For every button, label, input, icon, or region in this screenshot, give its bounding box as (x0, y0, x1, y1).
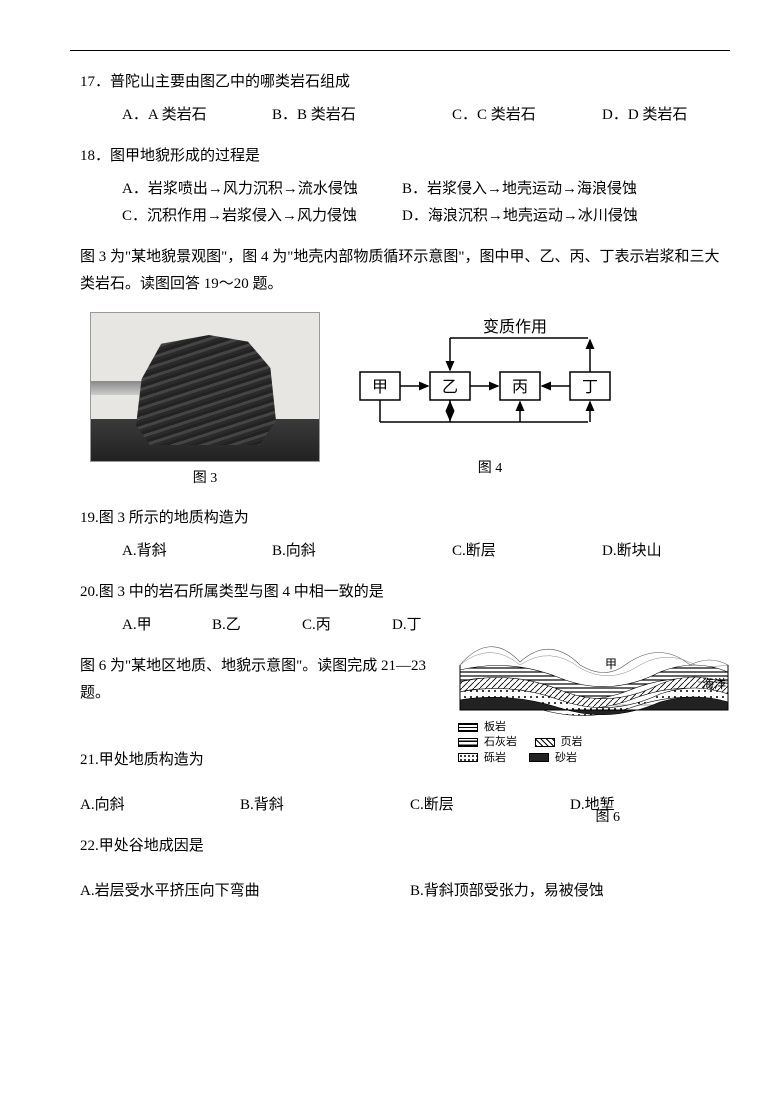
q17-opt-b: B．B 类岩石 (272, 102, 452, 129)
q20-opt-c: C.丙 (302, 612, 392, 639)
svg-text:甲: 甲 (605, 657, 617, 671)
rock-photo (90, 312, 320, 462)
q17-options: A．A 类岩石 B．B 类岩石 C．C 类岩石 D．D 类岩石 (80, 102, 720, 129)
q21-opt-c: C.断层 (410, 792, 570, 819)
cycle-diagram: 变质作用 甲 乙 丙 丁 (350, 312, 630, 452)
legend-shihuiyan: 石灰岩 (484, 735, 517, 749)
question-18: 18．图甲地貌形成的过程是 A．岩浆喷出→风力沉积→流水侵蚀 B．岩浆侵入→地壳… (80, 143, 720, 230)
q22-opt-b: B.背斜顶部受张力，易被侵蚀 (410, 878, 604, 905)
legend-yeyan: 页岩 (561, 735, 583, 749)
fig3-label: 图 3 (193, 466, 218, 491)
q18-opt-d: D．海浪沉积→地壳运动→冰川侵蚀 (402, 203, 638, 230)
q20-text: 20.图 3 中的岩石所属类型与图 4 中相一致的是 (80, 579, 720, 606)
figure-3: 图 3 (90, 312, 320, 491)
svg-text:甲: 甲 (372, 379, 388, 396)
legend-liyan: 砾岩 (484, 751, 506, 765)
question-17: 17．普陀山主要由图乙中的哪类岩石组成 A．A 类岩石 B．B 类岩石 C．C … (80, 69, 720, 129)
legend-shayan: 砂岩 (555, 751, 577, 765)
q17-opt-c: C．C 类岩石 (452, 102, 602, 129)
q21-opt-b: B.背斜 (240, 792, 410, 819)
q18-opt-b: B．岩浆侵入→地壳运动→海浪侵蚀 (402, 176, 637, 203)
question-19: 19.图 3 所示的地质构造为 A.背斜 B.向斜 C.断层 D.断块山 (80, 505, 720, 565)
q18-options: A．岩浆喷出→风力沉积→流水侵蚀 B．岩浆侵入→地壳运动→海浪侵蚀 C．沉积作用… (80, 176, 720, 230)
q18-opt-c: C．沉积作用→岩浆侵入→风力侵蚀 (122, 203, 402, 230)
q20-opt-d: D.丁 (392, 612, 422, 639)
q17-opt-d: D．D 类岩石 (602, 102, 687, 129)
figure-6: 甲 海洋 板岩 石灰岩 页岩 砾岩 砂岩 (450, 610, 740, 790)
q19-opt-d: D.断块山 (602, 538, 662, 565)
q18-text: 18．图甲地貌形成的过程是 (80, 143, 720, 170)
svg-text:丙: 丙 (512, 379, 528, 396)
q20-opt-a: A.甲 (122, 612, 212, 639)
svg-text:海洋: 海洋 (702, 676, 726, 691)
passage-21-23-wrap: 图 6 为"某地区地质、地貌示意图"。读图完成 21—23 题。 (80, 653, 430, 707)
passage-21-23: 图 6 为"某地区地质、地貌示意图"。读图完成 21—23 题。 (80, 653, 430, 707)
q17-text: 17．普陀山主要由图乙中的哪类岩石组成 (80, 69, 720, 96)
figures-3-4: 图 3 变质作用 甲 乙 丙 丁 (90, 312, 720, 491)
svg-text:乙: 乙 (442, 379, 458, 396)
fig6-label: 图 6 (596, 805, 621, 830)
fig4-title: 变质作用 (483, 318, 547, 336)
q20-opt-b: B.乙 (212, 612, 302, 639)
q19-opt-b: B.向斜 (272, 538, 452, 565)
q22-text: 22.甲处谷地成因是 (80, 833, 720, 860)
q21-options: A.向斜 B.背斜 C.断层 D.地堑 (80, 792, 720, 819)
question-22: 22.甲处谷地成因是 A.岩层受水平挤压向下弯曲 B.背斜顶部受张力，易被侵蚀 (80, 833, 720, 905)
q19-options: A.背斜 B.向斜 C.断层 D.断块山 (80, 538, 720, 565)
legend-banyan: 板岩 (484, 720, 506, 734)
fig4-label: 图 4 (478, 456, 503, 481)
q19-opt-c: C.断层 (452, 538, 602, 565)
q22-opt-a: A.岩层受水平挤压向下弯曲 (80, 878, 410, 905)
q18-opt-a: A．岩浆喷出→风力沉积→流水侵蚀 (122, 176, 402, 203)
fig6-legend: 板岩 石灰岩 页岩 砾岩 砂岩 (458, 720, 583, 766)
q21-opt-a: A.向斜 (80, 792, 240, 819)
horizontal-rule (70, 50, 730, 51)
q22-options: A.岩层受水平挤压向下弯曲 B.背斜顶部受张力，易被侵蚀 (80, 878, 720, 905)
figure-4: 变质作用 甲 乙 丙 丁 (350, 312, 630, 481)
svg-text:丁: 丁 (582, 379, 598, 396)
passage-19-20: 图 3 为"某地貌景观图"，图 4 为"地壳内部物质循环示意图"，图中甲、乙、丙… (80, 244, 720, 298)
q19-text: 19.图 3 所示的地质构造为 (80, 505, 720, 532)
q17-opt-a: A．A 类岩石 (122, 102, 272, 129)
q19-opt-a: A.背斜 (122, 538, 272, 565)
